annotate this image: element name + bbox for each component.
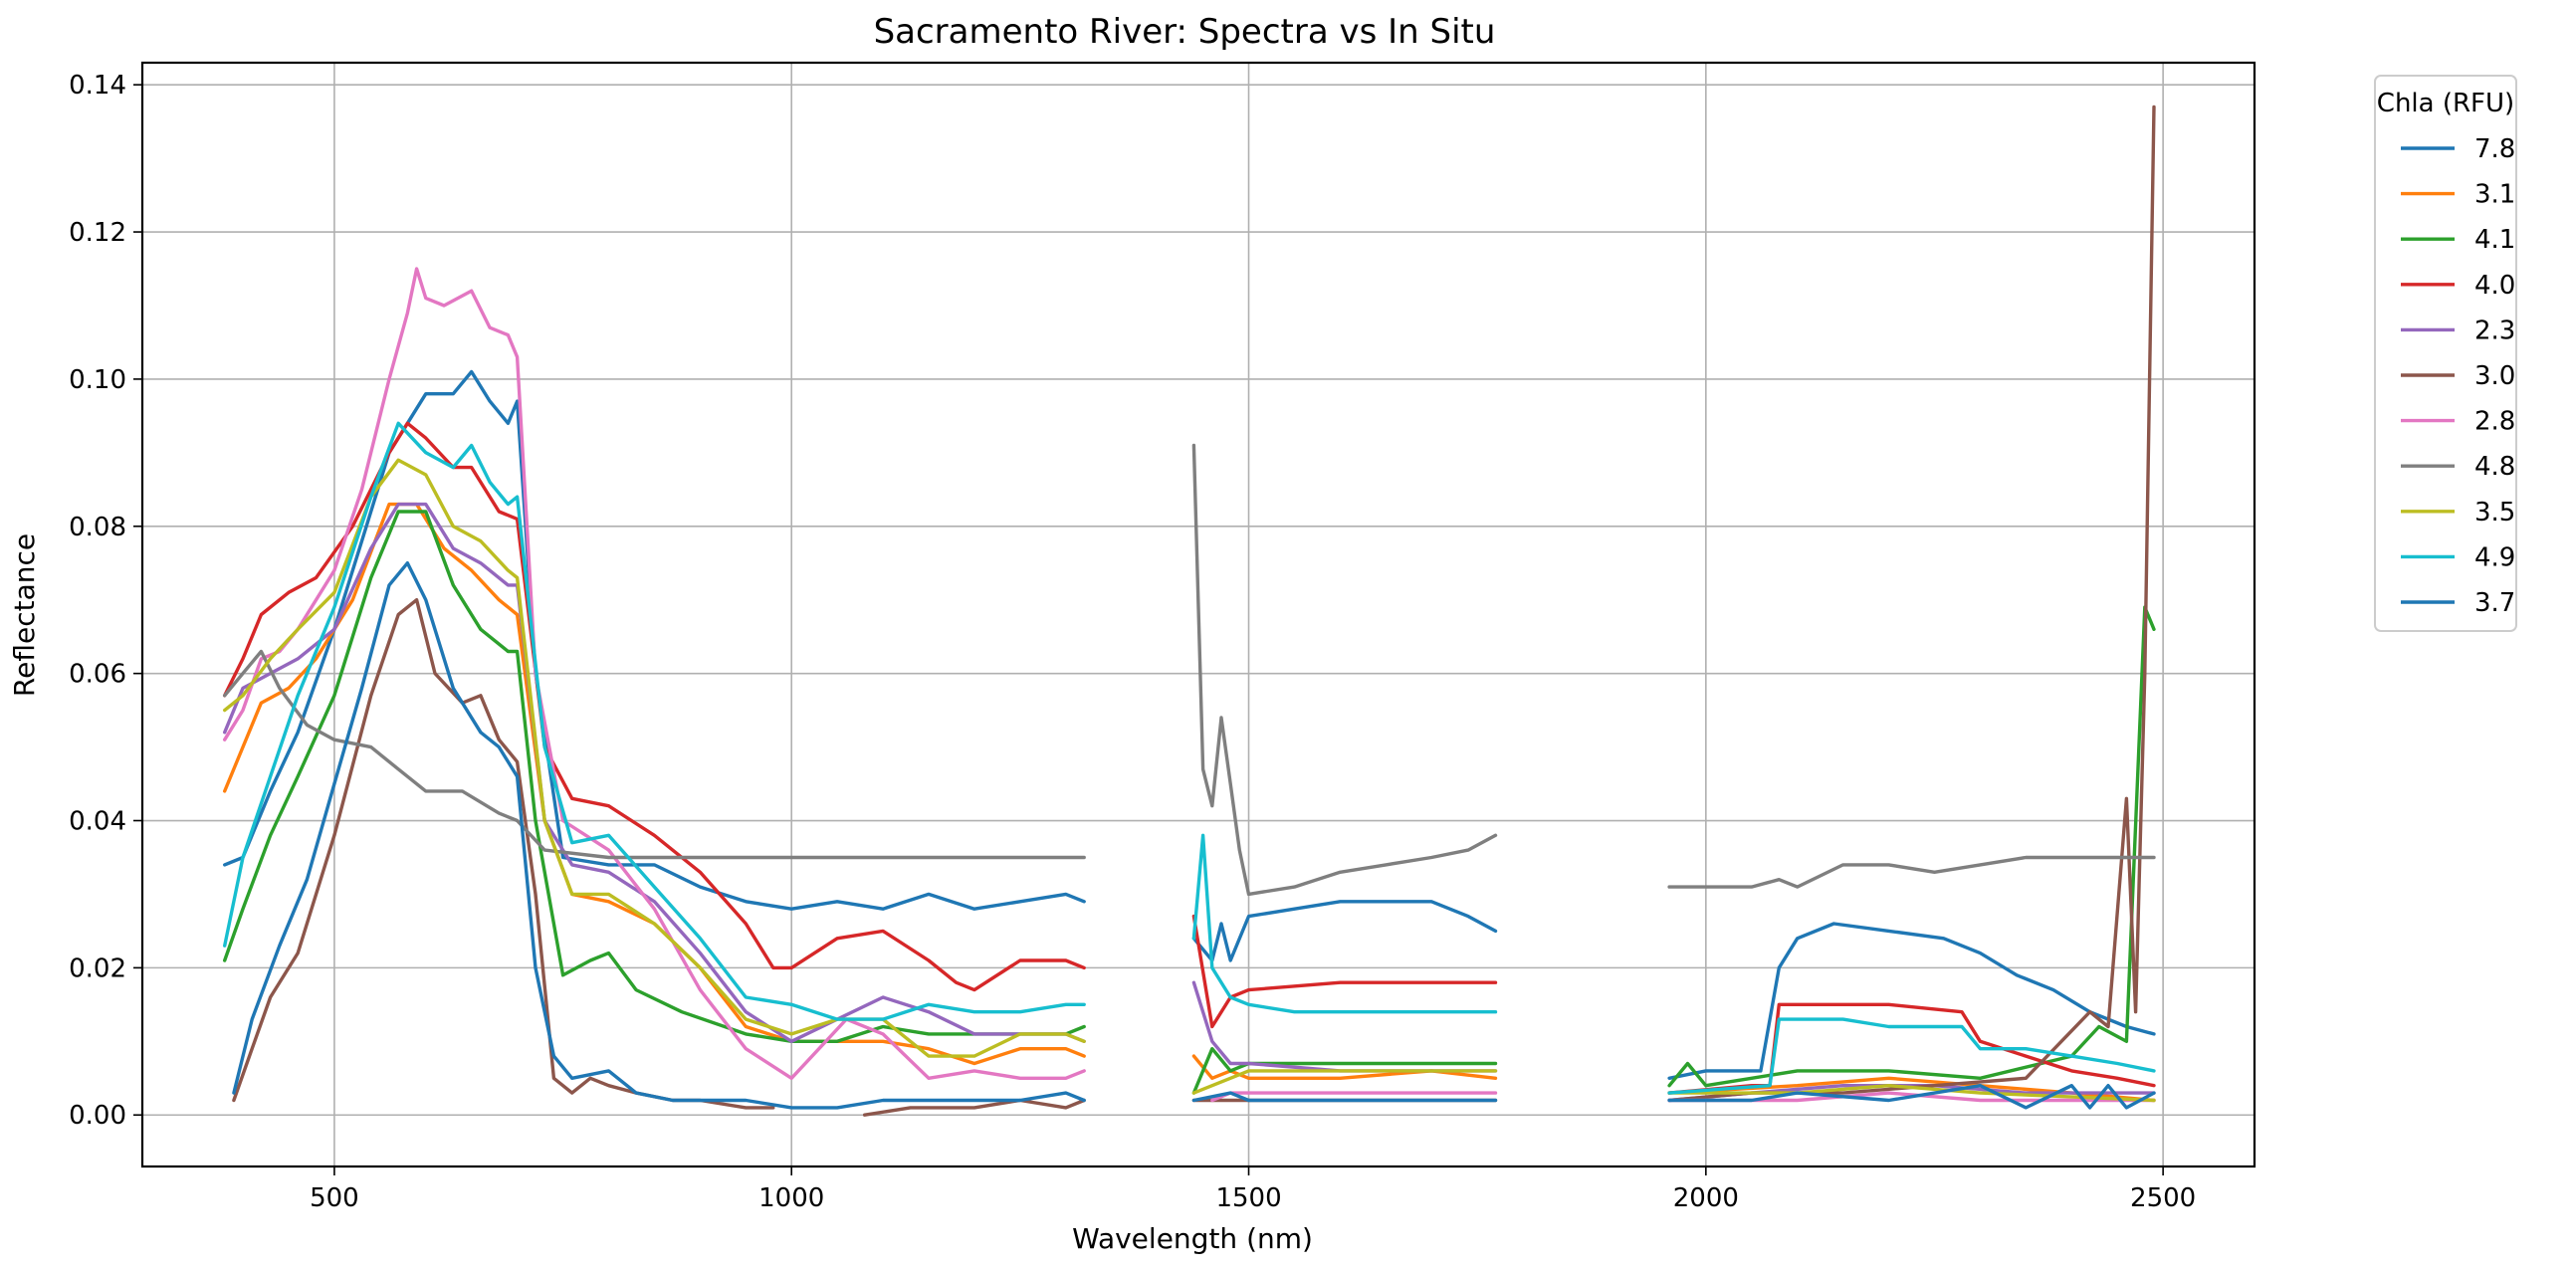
x-tick-label: 1000 [758, 1183, 824, 1213]
series-line [223, 421, 1086, 992]
x-tick-label: 1500 [1215, 1183, 1281, 1213]
series-line [1191, 1069, 1498, 1095]
x-tick-label: 500 [310, 1183, 359, 1213]
legend-entry-label: 2.8 [2474, 407, 2515, 437]
legend-entry-label: 2.3 [2474, 316, 2515, 345]
legend-entry-label: 4.9 [2474, 542, 2515, 572]
x-axis-ticks: 500 1000 1500 2000 2500 [310, 1166, 2196, 1213]
series-line [1191, 1091, 1498, 1103]
grid [142, 63, 2254, 1166]
series-line [863, 1098, 1086, 1117]
y-tick-label: 0.12 [69, 218, 126, 248]
series-7 [223, 443, 2156, 897]
series-lines [223, 105, 2156, 1117]
series-line [1667, 1084, 2156, 1110]
legend-items: 7.8 3.1 4.1 4.0 2.3 3.0 2.8 4.8 3.5 4.9 3.7 [2401, 134, 2515, 618]
series-line [1191, 443, 1498, 897]
y-tick-label: 0.08 [69, 513, 126, 542]
series-line [223, 649, 1086, 860]
x-tick-label: 2500 [2130, 1183, 2196, 1213]
y-axis-ticks: 0.00 0.02 0.04 0.06 0.08 0.10 0.12 0.14 [69, 71, 142, 1131]
legend-entry-label: 3.1 [2474, 180, 2515, 210]
y-axis-label: Reflectance [8, 533, 41, 697]
series-line [1191, 833, 1498, 1014]
x-tick-label: 2000 [1673, 1183, 1739, 1213]
y-tick-label: 0.14 [69, 71, 126, 101]
series-line [1667, 605, 2156, 1088]
y-tick-label: 0.00 [69, 1101, 126, 1131]
chart-title: Sacramento River: Spectra vs In Situ [874, 12, 1496, 52]
series-line [1667, 922, 2156, 1080]
y-tick-label: 0.02 [69, 953, 126, 983]
series-9 [223, 421, 2156, 1095]
series-line [1191, 914, 1498, 1029]
legend-entry-label: 4.8 [2474, 452, 2515, 482]
legend-box [2374, 75, 2517, 632]
series-10 [232, 561, 2156, 1110]
series-line [223, 458, 1086, 1058]
legend-entry-label: 3.5 [2474, 498, 2515, 528]
y-tick-label: 0.06 [69, 660, 126, 690]
series-line [1667, 855, 2156, 889]
series-line [1667, 1084, 2156, 1103]
y-tick-label: 0.04 [69, 807, 126, 837]
series-line [223, 502, 1086, 1043]
plot-area-frame [140, 61, 2256, 1168]
series-line [223, 510, 1086, 1043]
legend-entry-label: 3.7 [2474, 588, 2515, 618]
series-line [1191, 900, 1498, 962]
series-line [232, 561, 1086, 1110]
x-axis-label: Wavelength (nm) [1072, 1222, 1313, 1255]
series-line [1667, 1017, 2156, 1095]
legend: Chla (RFU) 7.8 3.1 4.1 4.0 2.3 3.0 2.8 4.8 3.5 4.… [2374, 75, 2517, 632]
y-tick-label: 0.10 [69, 365, 126, 395]
legend-entry-label: 4.1 [2474, 225, 2515, 255]
series-line [223, 421, 1086, 1021]
series-8 [223, 458, 2156, 1103]
legend-title: Chla (RFU) [2377, 89, 2514, 118]
series-line [223, 267, 1086, 1080]
legend-entry-label: 7.8 [2474, 134, 2515, 164]
legend-entry-label: 4.0 [2474, 271, 2515, 301]
legend-entry-label: 3.0 [2474, 361, 2515, 391]
